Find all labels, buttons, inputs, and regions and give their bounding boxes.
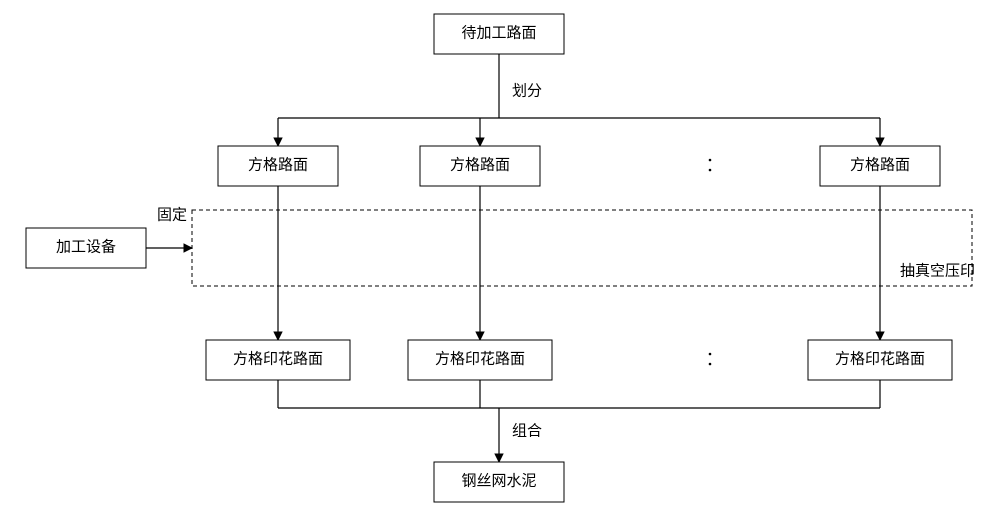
edges	[146, 54, 880, 462]
node-print-2-label: 方格印花路面	[435, 350, 525, 367]
edge-label-combine: 组合	[512, 422, 542, 439]
node-root: 待加工路面	[434, 14, 564, 54]
node-grid-3: 方格路面	[820, 146, 940, 186]
ellipsis-bottom	[709, 353, 712, 366]
node-final-label: 钢丝网水泥	[461, 472, 536, 489]
node-print-1: 方格印花路面	[206, 340, 350, 380]
nodes: 待加工路面方格路面 方格路面 方格路面加工设备方格印花路面 方格印花路面 方格印花路面钢…	[26, 14, 952, 502]
node-final: 钢丝网水泥	[434, 462, 564, 502]
node-grid-1-label: 方格路面	[248, 156, 308, 173]
flowchart-canvas: 待加工路面方格路面 方格路面 方格路面加工设备方格印花路面 方格印花路面 方格印花路面钢…	[0, 0, 1000, 518]
node-grid-2: 方格路面	[420, 146, 540, 186]
node-root-label: 待加工路面	[461, 24, 536, 41]
edge-label-vacuum: 抽真空压印	[900, 261, 975, 279]
node-grid-2-label: 方格路面	[450, 156, 510, 173]
edge-label-divide: 划分	[512, 82, 542, 99]
node-print-1-label: 方格印花路面	[233, 350, 323, 367]
edge-label-fix: 固定	[157, 206, 187, 223]
processing-region-dashed	[192, 210, 972, 286]
node-print-3: 方格印花路面	[808, 340, 952, 380]
node-grid-3-label: 方格路面	[850, 156, 910, 173]
node-equipment: 加工设备	[26, 228, 146, 268]
node-equipment-label: 加工设备	[56, 238, 116, 255]
node-print-2: 方格印花路面	[408, 340, 552, 380]
node-grid-1: 方格路面	[218, 146, 338, 186]
ellipsis-top	[709, 159, 712, 172]
node-print-3-label: 方格印花路面	[835, 350, 925, 367]
